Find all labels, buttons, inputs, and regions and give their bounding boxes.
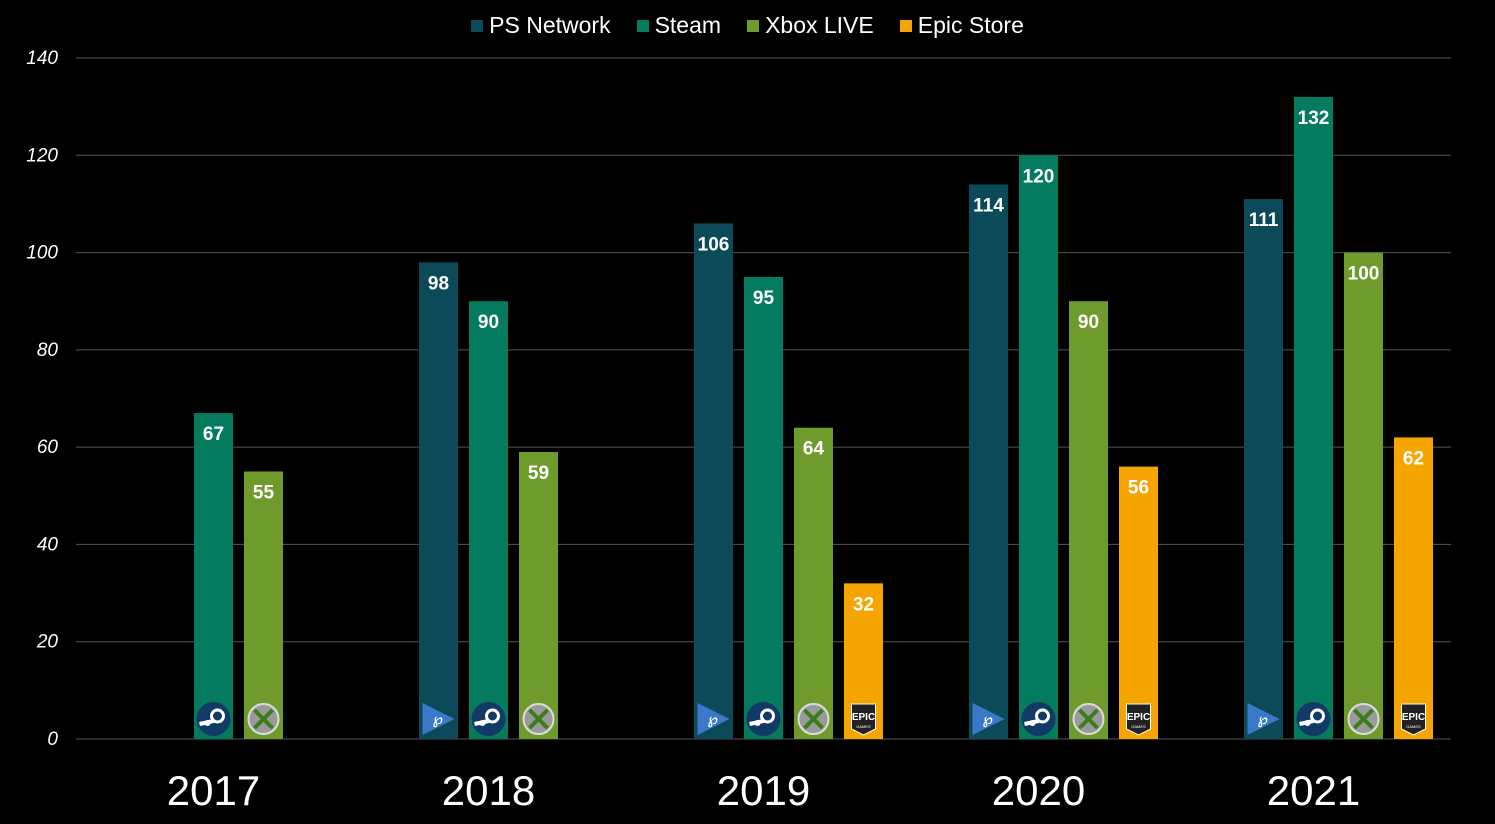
steam-icon (471, 702, 506, 736)
data-label: 90 (1078, 312, 1099, 333)
legend-item: Steam (636, 12, 722, 39)
svg-text:EPIC: EPIC (1402, 712, 1425, 723)
bar (794, 427, 833, 739)
legend-label: Epic Store (917, 12, 1024, 38)
svg-text:GAMES: GAMES (1406, 724, 1421, 729)
data-label: 59 (528, 463, 549, 484)
data-label: 62 (1403, 448, 1424, 469)
xbox-icon (522, 703, 555, 735)
steam-icon (196, 702, 231, 736)
xbox-icon (247, 703, 280, 735)
y-tick-label: 20 (36, 632, 59, 653)
bar (194, 413, 233, 739)
y-tick-label: 120 (26, 145, 58, 166)
x-tick-label: 2018 (442, 767, 535, 814)
legend-label: Xbox LIVE (765, 12, 874, 38)
bar (1294, 96, 1333, 739)
data-label: 95 (753, 288, 775, 309)
data-label: 56 (1128, 478, 1149, 499)
data-label: 98 (428, 273, 449, 294)
data-label: 106 (698, 234, 730, 255)
svg-text:℘: ℘ (708, 711, 718, 728)
y-tick-label: 80 (37, 340, 59, 361)
bar (469, 301, 508, 739)
steam-icon (1021, 702, 1056, 736)
xbox-icon (797, 703, 830, 735)
data-label: 111 (1249, 210, 1279, 231)
data-label: 132 (1298, 108, 1330, 129)
legend-item: PS Network (471, 12, 611, 39)
playstation-icon: ℘ (972, 703, 1005, 735)
bar (1394, 437, 1433, 739)
xbox-icon (1347, 703, 1380, 735)
data-label: 120 (1023, 166, 1055, 187)
legend-item: Xbox LIVE (747, 12, 874, 39)
legend-label: Steam (654, 12, 722, 38)
data-label: 100 (1348, 264, 1380, 285)
data-label: 64 (803, 439, 825, 460)
playstation-icon: ℘ (697, 703, 730, 735)
bar (419, 262, 458, 739)
playstation-icon: ℘ (422, 703, 455, 735)
xbox-icon (1072, 703, 1105, 735)
legend-swatch (636, 19, 649, 32)
bar (519, 452, 558, 739)
steam-icon (1296, 702, 1331, 736)
data-label: 90 (478, 312, 499, 333)
legend-swatch (899, 19, 912, 32)
x-tick-label: 2020 (992, 767, 1085, 814)
steam-icon (746, 702, 781, 736)
svg-text:GAMES: GAMES (1131, 724, 1146, 729)
data-label: 32 (853, 594, 874, 615)
bar (1019, 155, 1058, 740)
bar (969, 184, 1008, 739)
y-tick-label: 100 (26, 243, 58, 264)
bar (694, 223, 733, 739)
legend-item: Epic Store (899, 12, 1024, 39)
legend-label: PS Network (489, 12, 611, 38)
bar (1344, 252, 1383, 740)
x-tick-label: 2017 (167, 767, 260, 814)
playstation-icon: ℘ (1247, 703, 1280, 735)
data-label: 55 (253, 482, 275, 503)
x-tick-label: 2021 (1267, 767, 1360, 814)
bar (744, 276, 783, 739)
legend: PS Network Steam Xbox LIVE Epic Store (0, 12, 1495, 39)
y-tick-label: 60 (37, 437, 59, 458)
svg-text:EPIC: EPIC (1127, 712, 1150, 723)
svg-text:℘: ℘ (1258, 711, 1268, 728)
bar (1069, 301, 1108, 739)
bar (244, 471, 283, 739)
bar (1119, 466, 1158, 739)
legend-swatch (471, 19, 484, 32)
svg-text:℘: ℘ (433, 711, 443, 728)
y-tick-label: 0 (47, 729, 58, 750)
data-label: 67 (203, 424, 224, 445)
legend-swatch (747, 19, 760, 32)
y-tick-label: 40 (37, 534, 59, 555)
x-tick-label: 2019 (717, 767, 810, 814)
y-tick-label: 140 (26, 48, 58, 69)
svg-text:℘: ℘ (983, 711, 993, 728)
bar (1244, 199, 1283, 740)
svg-text:EPIC: EPIC (852, 712, 875, 723)
svg-text:GAMES: GAMES (856, 724, 871, 729)
data-label: 114 (973, 195, 1004, 216)
